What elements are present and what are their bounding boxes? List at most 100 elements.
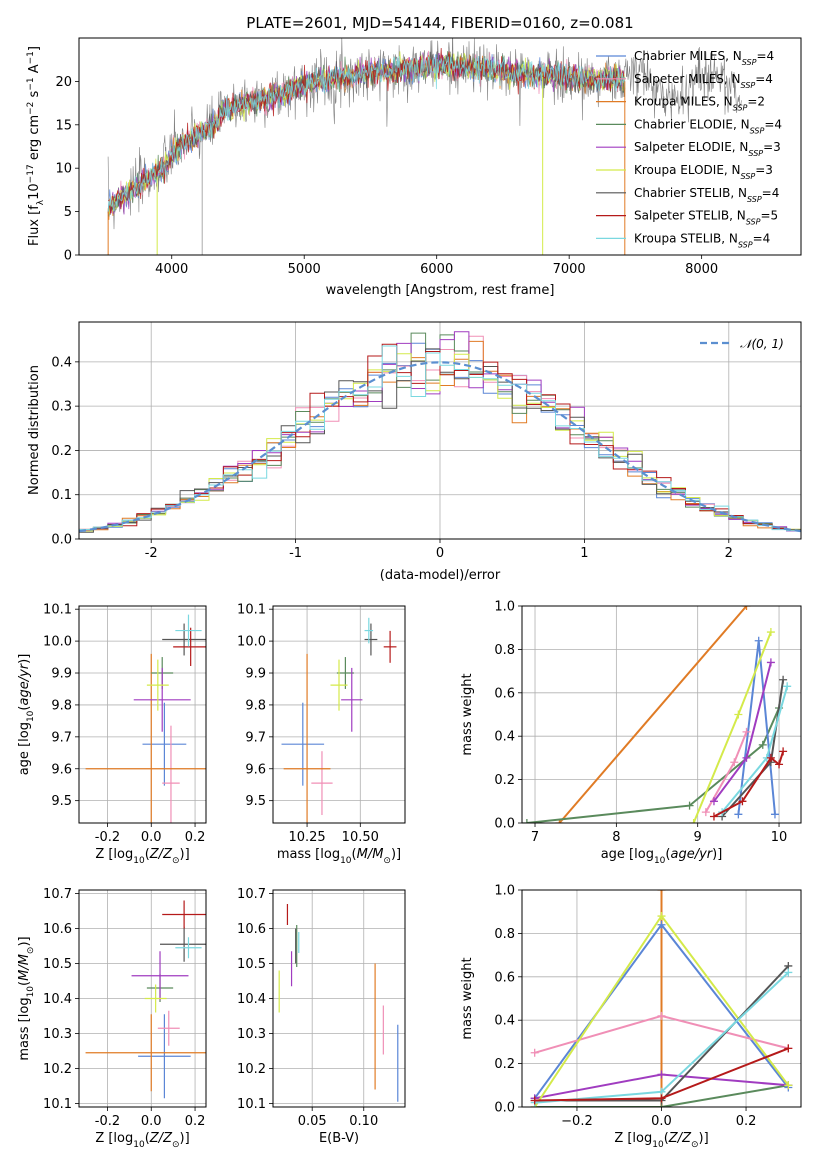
residual-legend: 𝒩(0, 1) [700,337,784,351]
legend-label: Kroupa MILES, NSSP=2 [634,95,765,113]
y-tick-label: 0.2 [494,1057,515,1072]
weight-marker [530,1048,539,1057]
weight-marker [657,920,666,929]
weight-marker [779,747,788,756]
y-tick-label: 10.3 [237,1027,266,1042]
y-tick-label: 0.0 [494,817,515,832]
axes-age_vs_mass: 10.25 10.50 9.5 9.6 9.7 9.8 9.9 10.0 10.1 mass [l… [237,603,406,866]
x-tick-label: 0.2 [736,1114,757,1129]
legend-label: Salpeter MILES, NSSP=4 [634,72,773,90]
x-tick-label: -0.2 [95,1114,120,1129]
x-tick-label: 10 [771,830,788,845]
y-tick-label: 0.4 [494,730,515,745]
weight-line [534,1084,789,1107]
y-tick-label: 10.2 [237,1062,266,1077]
y-tick-label: 10.3 [43,1027,72,1042]
axes-mass_vs_ebv: 0.05 0.10 10.1 10.2 10.3 10.4 10.5 10.6 10.7 E(B-… [237,887,406,1146]
y-tick-label: 9.5 [51,794,72,809]
weight-marker [754,636,763,645]
weight-marker [734,810,743,819]
x-tick-label: 5000 [288,262,321,277]
x-tick-label: 0.05 [298,1114,327,1129]
axes-residuals: -2 -1 0 1 2 0.0 0.1 0.2 0.3 0.4 𝒩(0, 1) (data-model… [27,321,802,583]
y-tick-label: 10.1 [237,603,266,618]
x-tick-label: 10.50 [342,830,379,845]
x-axis-label: Z [log10(Z/Z⊙)] [614,1131,708,1150]
weight-marker [742,606,751,610]
plot-area-age_vs_z [85,614,206,823]
y-tick-label: 0.4 [51,355,72,370]
weight-marker [701,808,710,817]
weight-marker [685,801,694,810]
y-tick-label: 0.6 [494,686,515,701]
x-axis-label: age [log10(age/yr)] [601,847,723,866]
axes-frame [272,889,406,1108]
y-tick-label: 0.4 [494,1014,515,1029]
weight-marker [730,758,739,767]
legend-label: Kroupa ELODIE, NSSP=3 [634,163,773,181]
y-tick-label: 15 [55,118,72,133]
y-tick-label: 9.7 [245,730,266,745]
x-tick-label: 10.25 [288,830,325,845]
weight-marker [770,810,779,819]
y-tick-label: 0.0 [494,1101,515,1116]
legend-label: Chabrier ELODIE, NSSP=4 [634,117,782,135]
weight-marker [522,819,531,823]
weight-marker [530,1096,539,1105]
y-tick-label: 9.6 [51,762,72,777]
axes-age_vs_z: -0.2 0.0 0.2 9.5 9.6 9.7 9.8 9.9 10.0 10.1 Z [log1… [17,603,207,866]
y-tick-label: 9.9 [245,667,266,682]
y-tick-label: 0 [64,249,72,264]
legend-label: Salpeter ELODIE, NSSP=3 [634,140,781,158]
axes-frame [272,605,406,824]
legend-label: 𝒩(0, 1) [740,337,784,351]
weight-marker [709,812,718,821]
weight-marker [779,675,788,684]
y-tick-label: 10.1 [237,1097,266,1112]
y-tick-label: 1.0 [494,600,515,615]
plot-area-residuals [79,331,801,539]
weight-marker [775,760,784,769]
y-tick-label: 0.6 [494,970,515,985]
weight-marker [784,1081,793,1090]
weight-marker [766,628,775,637]
y-tick-label: 5 [64,205,72,220]
y-tick-label: 9.7 [51,730,72,745]
y-tick-label: 10.1 [43,603,72,618]
plot-area-weights_vs_z [530,890,793,1107]
x-tick-label: 7 [531,830,539,845]
weight-marker [657,890,666,894]
weight-marker [783,682,792,691]
x-tick-label: 7000 [553,262,586,277]
legend-label: Chabrier MILES, NSSP=4 [634,49,774,67]
y-tick-label: 10.4 [43,992,72,1007]
x-tick-label: 1 [580,546,588,561]
axes-weights_vs_z: −0.2 0.0 0.2 0.0 0.2 0.4 0.6 0.8 1.0 Z [log10(Z/Z… [460,884,802,1150]
weight-marker [742,727,751,736]
x-axis-label: wavelength [Angstrom, rest frame] [326,283,555,298]
spectrum-model-line [107,51,626,213]
x-tick-label: 0.0 [141,830,162,845]
weight-marker [734,710,743,719]
spectrum-model-line [107,55,626,214]
weight-marker [784,1044,793,1053]
x-axis-label: mass [log10(M/M⊙)] [277,847,401,866]
x-tick-label: 0.10 [349,1114,378,1129]
weight-marker [709,797,718,806]
plot-area-mass_vs_z [85,900,206,1099]
axes-frame [78,605,207,824]
y-tick-label: 20 [55,75,72,90]
y-axis-label: mass [log10(M/M⊙)] [17,936,36,1060]
plot-area-mass_vs_ebv [278,904,399,1102]
weight-marker [657,1094,666,1103]
y-tick-label: 10.5 [43,957,72,972]
axes-frame [78,889,207,1108]
y-tick-label: 0.8 [494,927,515,942]
y-tick-label: 10.4 [237,992,266,1007]
x-tick-label: -1 [289,546,302,561]
y-tick-label: 9.6 [245,762,266,777]
y-tick-label: 10.2 [43,1062,72,1077]
weight-marker [742,753,751,762]
axes-frame [78,37,802,256]
